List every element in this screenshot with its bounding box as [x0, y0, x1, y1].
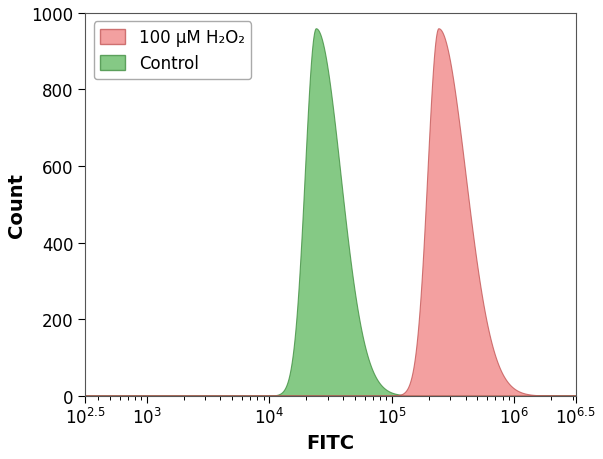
Legend: 100 μM H₂O₂, Control: 100 μM H₂O₂, Control: [93, 22, 251, 80]
X-axis label: FITC: FITC: [306, 433, 355, 452]
Y-axis label: Count: Count: [7, 173, 26, 237]
